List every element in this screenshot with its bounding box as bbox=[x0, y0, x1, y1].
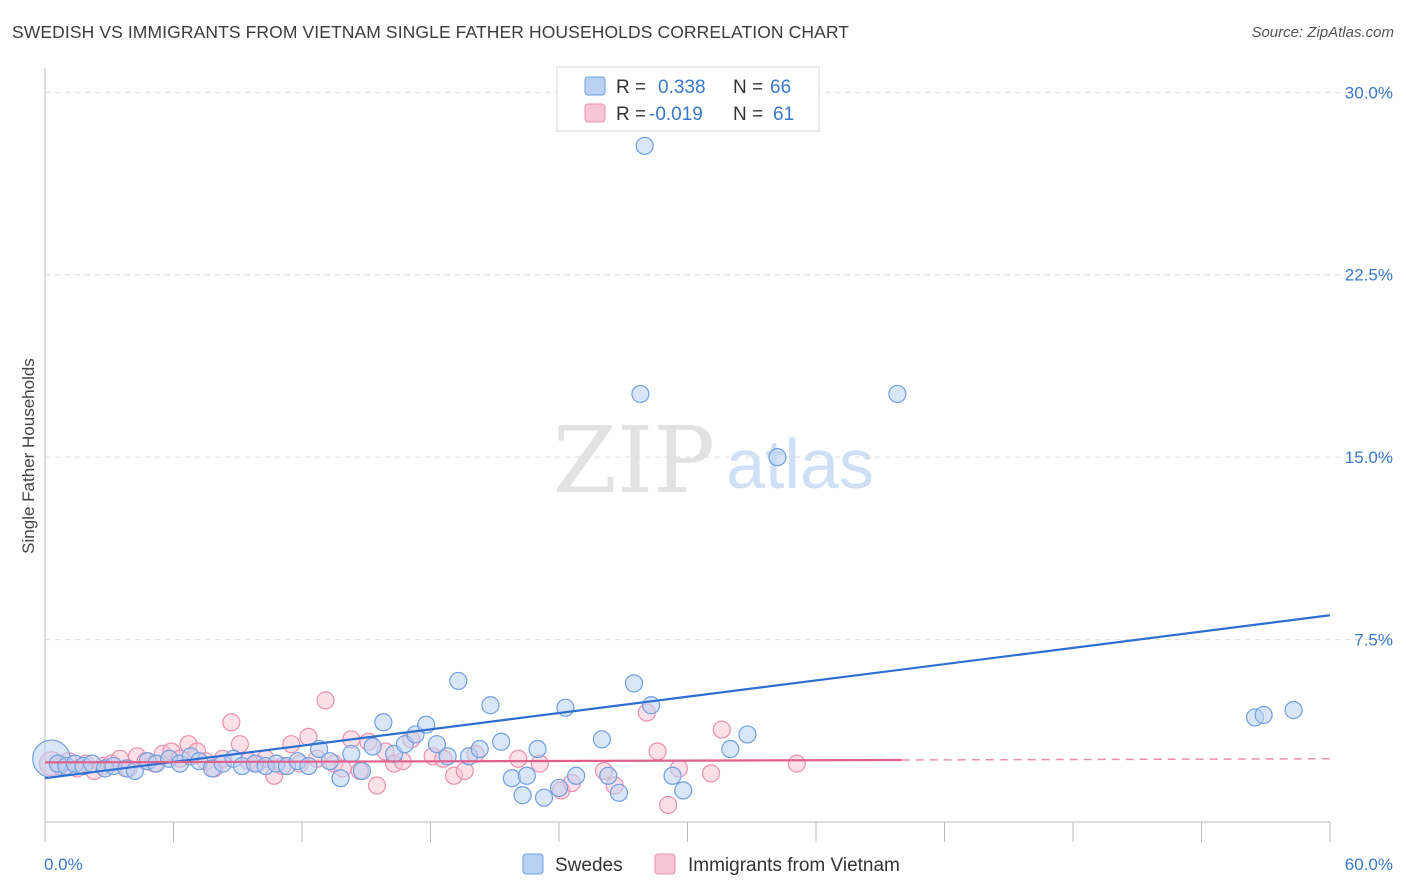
swedes-point bbox=[674, 781, 693, 800]
series-label-swedes: Swedes bbox=[555, 855, 623, 876]
swedes-point bbox=[470, 739, 489, 759]
swedes-point bbox=[449, 671, 468, 691]
y-tick-labels: 7.5% 15.0% 22.5% 30.0% bbox=[1345, 83, 1393, 649]
vietnam-point bbox=[648, 742, 667, 761]
swedes-point bbox=[492, 732, 511, 751]
source-credit: Source: ZipAtlas.com bbox=[1251, 24, 1394, 41]
swedes-point bbox=[342, 744, 361, 763]
y-tick-label: 30.0% bbox=[1345, 83, 1393, 102]
vietnam-trend-line bbox=[44, 758, 902, 764]
swedes-point bbox=[641, 696, 661, 715]
swedes-point bbox=[502, 769, 521, 788]
y-tick-label: 22.5% bbox=[1345, 266, 1393, 285]
vietnam-point bbox=[222, 713, 241, 732]
legend-swatch-swedes bbox=[584, 76, 606, 96]
swedes-point bbox=[567, 766, 586, 785]
swedes-point bbox=[549, 778, 569, 798]
swedes-point bbox=[599, 766, 618, 785]
x-tick-labels: 0.0% 60.0% bbox=[44, 855, 1393, 874]
vietnam-point bbox=[316, 691, 335, 710]
swedes-point bbox=[888, 384, 907, 404]
swedes-point bbox=[513, 786, 532, 805]
vietnam-point bbox=[787, 754, 806, 773]
vietnam-point bbox=[282, 735, 301, 754]
swedes-point bbox=[1254, 705, 1273, 725]
swedes-point bbox=[374, 713, 393, 732]
swedes-point bbox=[528, 739, 547, 759]
legend-swatch-vietnam bbox=[584, 103, 606, 123]
swedes-point bbox=[721, 739, 740, 759]
x-tick-label: 60.0% bbox=[1345, 855, 1393, 874]
swedes-point bbox=[1284, 701, 1303, 720]
y-tick-label: 15.0% bbox=[1345, 448, 1393, 467]
chart-title: SWEDISH VS IMMIGRANTS FROM VIETNAM SINGL… bbox=[12, 22, 850, 42]
legend-n-value-vietnam: 61 bbox=[773, 104, 794, 125]
vietnam-trend-extension bbox=[901, 758, 1331, 761]
watermark-atlas: atlas bbox=[726, 425, 874, 503]
swedes-point bbox=[663, 766, 682, 785]
axes bbox=[44, 68, 1331, 842]
vietnam-point bbox=[701, 764, 721, 783]
legend-n-value-swedes: 66 bbox=[770, 77, 791, 98]
swedes-point bbox=[609, 783, 629, 802]
vietnam-point bbox=[509, 749, 528, 768]
legend-n-label-vietnam: N = bbox=[733, 104, 763, 125]
swedes-point bbox=[534, 788, 554, 807]
swedes-point bbox=[363, 737, 382, 756]
swedes-point bbox=[631, 384, 650, 404]
y-axis-label: Single Father Households bbox=[19, 358, 38, 554]
series-swatch-swedes bbox=[522, 853, 544, 875]
legend-r-value-swedes: 0.338 bbox=[658, 77, 706, 98]
series-swatch-vietnam bbox=[654, 853, 676, 875]
swedes-point bbox=[517, 766, 536, 785]
swedes-point bbox=[299, 756, 318, 776]
vietnam-point bbox=[712, 720, 731, 739]
watermark-zip: ZIP bbox=[553, 407, 715, 514]
correlation-legend: R = 0.338 N = 66 R = -0.019 N = 61 bbox=[556, 66, 820, 132]
swedes-point bbox=[352, 761, 372, 781]
swedes-point bbox=[738, 725, 757, 744]
y-tick-label: 7.5% bbox=[1354, 631, 1393, 650]
swedes-trend-line bbox=[44, 614, 1331, 780]
swedes-point bbox=[592, 730, 611, 749]
swedes-point bbox=[481, 696, 500, 715]
swedes-point bbox=[427, 735, 447, 754]
series-label-vietnam: Immigrants from Vietnam bbox=[688, 855, 900, 876]
gridlines bbox=[45, 91, 1392, 641]
swedes-point bbox=[331, 769, 350, 788]
swedes-point bbox=[635, 136, 654, 155]
x-tick-label: 0.0% bbox=[44, 855, 83, 874]
vietnam-point bbox=[367, 776, 387, 795]
legend-r-label-swedes: R = bbox=[616, 77, 646, 98]
swedes-point bbox=[624, 674, 644, 693]
legend-r-value-vietnam: -0.019 bbox=[649, 104, 703, 125]
legend-n-label-swedes: N = bbox=[733, 77, 763, 98]
series-legend: Swedes Immigrants from Vietnam bbox=[522, 853, 900, 876]
vietnam-point bbox=[659, 795, 678, 815]
trend-lines bbox=[44, 614, 1331, 780]
legend-r-label-vietnam: R = bbox=[616, 104, 646, 125]
swedes-point bbox=[768, 448, 787, 467]
